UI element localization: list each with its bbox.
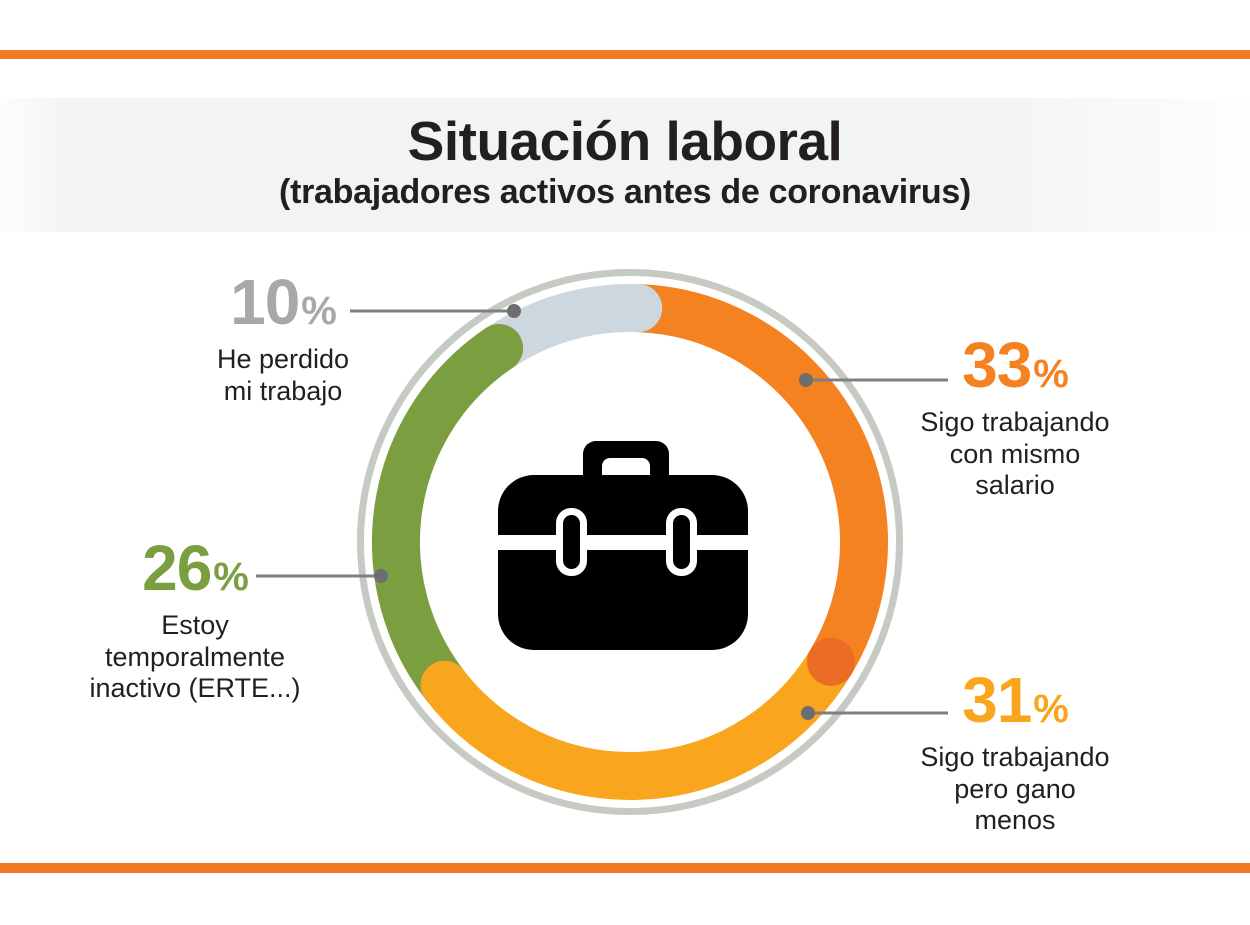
callout-leaders (256, 304, 948, 720)
callout-label: Estoy temporalmente inactivo (ERTE...) (89, 610, 301, 703)
donut-segment-mismo-salario (637, 284, 889, 675)
donut-segment-cap-erte (475, 324, 524, 372)
header-band: Situación laboral (trabajadores activos … (0, 98, 1250, 232)
percent-value-31: 31% (962, 664, 1069, 736)
donut-segments (371, 283, 889, 801)
percent-value-26: 26% (142, 532, 249, 604)
page-title: Situación laboral (407, 110, 843, 172)
leader-dot-26 (374, 569, 388, 583)
callout-label: He perdido mi trabajo (216, 344, 350, 406)
donut-segment-gano-menos (425, 649, 852, 801)
callout-label: Sigo trabajando pero gano menos (920, 742, 1110, 835)
donut-segment-cap-perdido (614, 284, 663, 333)
percent-value-33: 33% (962, 329, 1069, 401)
leader-dot-31 (801, 706, 815, 720)
leader-dot-10 (507, 304, 521, 318)
callout-gano-menos: 31% Sigo trabajando pero gano menos (895, 667, 1135, 837)
page-subtitle: (trabajadores activos antes de coronavir… (279, 173, 971, 211)
bottom-accent-bar (0, 863, 1250, 873)
briefcase-icon (490, 441, 756, 650)
percent-value-10: 10% (230, 266, 337, 338)
top-accent-bar (0, 50, 1250, 59)
callout-he-perdido: 10% He perdido mi trabajo (163, 269, 403, 407)
callout-mismo-salario: 33% Sigo trabajando con mismo salario (895, 332, 1135, 502)
donut-segment-cap-gano-menos (420, 660, 469, 709)
callout-erte: 26% Estoy temporalmente inactivo (ERTE..… (75, 535, 315, 705)
callout-label: Sigo trabajando con mismo salario (920, 407, 1110, 500)
donut-segment-erte (371, 328, 513, 700)
donut-outer-ring (357, 269, 903, 815)
donut-segment-cap-mismo-salario (807, 637, 855, 686)
leader-dot-33 (799, 373, 813, 387)
